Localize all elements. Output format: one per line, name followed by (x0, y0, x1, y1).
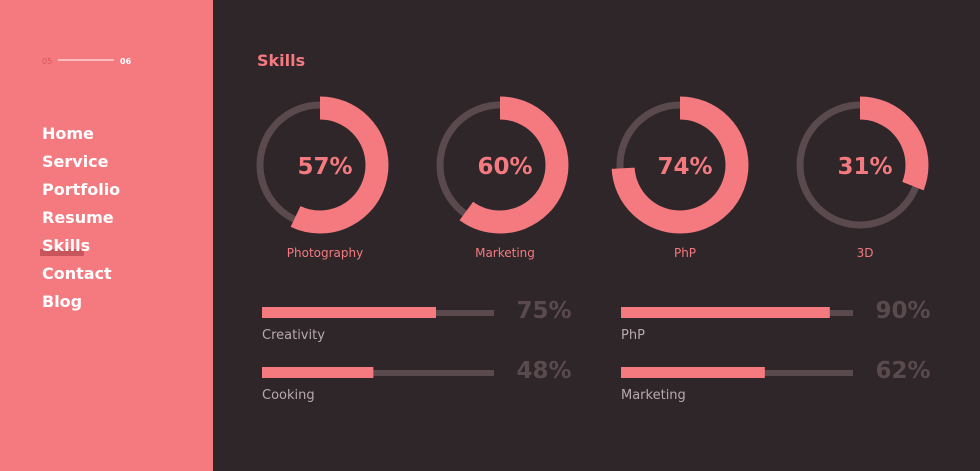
bar-value: 90% (875, 298, 930, 324)
bar-value: 62% (875, 358, 930, 384)
active-underline (40, 249, 84, 256)
bar-label: Creativity (262, 328, 325, 343)
nav-link[interactable]: Home (42, 124, 94, 143)
pager-current: 05 (42, 57, 52, 66)
donut-label: PhP (674, 246, 696, 260)
donut-value: 74% (657, 154, 712, 180)
nav-link[interactable]: Blog (42, 292, 82, 311)
sidebar (0, 0, 213, 471)
donut-value: 31% (837, 154, 892, 180)
nav-link[interactable]: Skills (42, 236, 90, 255)
nav-link[interactable]: Portfolio (42, 180, 120, 199)
donut-arc (431, 96, 569, 234)
bar-value: 48% (516, 358, 571, 384)
bar-fill (621, 307, 830, 318)
donut-arc (611, 96, 749, 234)
bar-track (262, 370, 494, 376)
nav-link[interactable]: Resume (42, 208, 114, 227)
donut-arc (791, 96, 929, 234)
donut-label: Marketing (475, 246, 535, 260)
bar-fill (262, 307, 436, 318)
bar-label: Cooking (262, 388, 315, 403)
bar-value: 75% (516, 298, 571, 324)
donut-label: Photography (287, 246, 363, 260)
donut-value: 60% (477, 154, 532, 180)
pager-total: 06 (120, 57, 132, 66)
bar-label: Marketing (621, 388, 686, 403)
nav-link[interactable]: Contact (42, 264, 112, 283)
bar-label: PhP (621, 328, 645, 343)
donut-label: 3D (857, 246, 874, 260)
nav-link[interactable]: Service (42, 152, 109, 171)
section-title: Skills (257, 51, 305, 70)
donut-arc (251, 96, 389, 234)
bar-fill (621, 367, 765, 378)
bar-fill (262, 367, 374, 378)
donut-value: 57% (297, 154, 352, 180)
